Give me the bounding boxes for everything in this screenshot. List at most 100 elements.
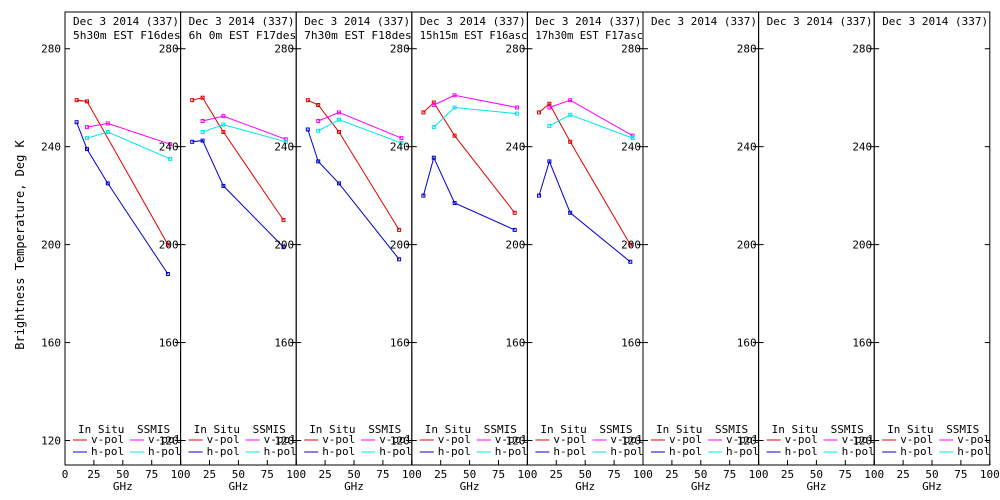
legend-label-insitu_v: v-pol	[785, 433, 818, 446]
data-point	[283, 139, 288, 144]
y-tick-label: 160	[621, 337, 641, 350]
legend-label-insitu_h: h-pol	[900, 445, 933, 458]
x-tick-label: 75	[492, 468, 505, 481]
y-tick-label: 120	[737, 435, 757, 448]
data-point	[200, 138, 205, 143]
x-tick-label: 100	[633, 468, 653, 481]
legend-label-insitu_h: h-pol	[322, 445, 355, 458]
panel-1: Dec 3 2014 (337)5h30m EST F16des 120 160 20…	[41, 11, 191, 493]
data-point	[305, 98, 310, 103]
y-tick-label: 120	[159, 435, 179, 448]
y-tick-label: 200	[621, 239, 641, 252]
data-point	[316, 119, 321, 123]
x-axis-label: GHz	[691, 480, 711, 493]
legend-group-in-situ: In Situ	[194, 423, 240, 436]
y-tick-label: 240	[852, 141, 872, 154]
series-insitu_h	[421, 155, 517, 232]
legend-label-ssmis_h: h-pol	[610, 445, 643, 458]
data-point	[200, 95, 205, 100]
series-line	[317, 119, 402, 144]
legend-label-insitu_h: h-pol	[785, 445, 818, 458]
series-insitu_h	[190, 138, 286, 250]
data-point	[221, 183, 226, 188]
x-tick-label: 50	[810, 468, 823, 481]
x-tick-label: 100	[171, 468, 191, 481]
data-point	[190, 139, 195, 144]
data-point	[85, 136, 89, 141]
data-point	[515, 105, 519, 110]
y-tick-label: 160	[737, 337, 757, 350]
series-line	[202, 124, 286, 143]
data-point	[431, 155, 436, 160]
data-point	[200, 119, 205, 123]
panel-title-date: Dec 3 2014 (337)	[73, 15, 179, 28]
legend-group-in-situ: In Situ	[656, 423, 702, 436]
y-tick-label: 160	[852, 337, 872, 350]
data-point	[316, 159, 321, 164]
x-axis-label: GHz	[922, 480, 942, 493]
legend-label-ssmis_h: h-pol	[264, 445, 297, 458]
series-insitu_v	[74, 98, 170, 247]
panel-title-date: Dec 3 2014 (337)	[767, 15, 873, 28]
x-axis-label: GHz	[344, 480, 364, 493]
data-point	[337, 181, 341, 186]
legend-group-ssmis: SSMIS	[484, 423, 517, 436]
y-tick-label: 240	[621, 141, 641, 154]
data-point	[452, 133, 457, 138]
x-tick-label: 100	[980, 468, 1000, 481]
panel-title-time: 7h30m EST F18des	[304, 29, 412, 42]
data-point	[547, 105, 552, 110]
data-point	[628, 259, 633, 264]
series-ssmis_h	[85, 130, 173, 161]
series-line	[76, 99, 169, 245]
y-tick-label: 280	[41, 43, 61, 56]
legend-label-insitu_h: h-pol	[91, 445, 124, 458]
series-line	[192, 97, 284, 221]
data-point	[74, 98, 79, 103]
panel-8: Dec 3 2014 (337) 120 160 200 240 280 25 50 75 100…	[852, 11, 1000, 493]
data-point	[337, 110, 341, 115]
legend-label-ssmis_v: v-pol	[379, 433, 412, 446]
y-tick-label: 120	[621, 435, 641, 448]
x-tick-label: 25	[896, 468, 909, 481]
series-ssmis_v	[316, 110, 404, 141]
x-tick-label: 25	[318, 468, 331, 481]
legend-group-ssmis: SSMIS	[946, 423, 979, 436]
panel-6: Dec 3 2014 (337) 120 160 200 240 280 25 50 75 100…	[621, 11, 769, 493]
x-tick-label: 50	[347, 468, 360, 481]
y-tick-label: 200	[274, 239, 294, 252]
y-tick-label: 200	[159, 239, 179, 252]
legend-label-ssmis_v: v-pol	[264, 433, 297, 446]
data-point	[537, 110, 541, 115]
legend-label-insitu_v: v-pol	[553, 433, 586, 446]
legend-label-ssmis_h: h-pol	[842, 445, 875, 458]
data-point	[105, 130, 110, 134]
data-point	[85, 147, 89, 152]
series-ssmis_h	[431, 105, 519, 130]
data-point	[190, 98, 195, 103]
data-point	[165, 272, 170, 276]
y-tick-label: 200	[390, 239, 410, 252]
data-point	[547, 159, 552, 164]
panels: Dec 3 2014 (337)5h30m EST F16des12016020…	[41, 11, 1000, 493]
data-point	[281, 218, 286, 223]
x-tick-label: 75	[376, 468, 389, 481]
series-line	[549, 99, 633, 137]
series-ssmis_h	[200, 122, 288, 144]
legend-group-ssmis: SSMIS	[253, 423, 286, 436]
data-point	[568, 139, 573, 144]
x-tick-label: 75	[607, 468, 620, 481]
data-point	[105, 121, 110, 126]
legend-label-ssmis_v: v-pol	[842, 433, 875, 446]
x-tick-label: 50	[232, 468, 245, 481]
data-point	[547, 123, 552, 128]
y-tick-label: 160	[390, 337, 410, 350]
legend-group-ssmis: SSMIS	[368, 423, 401, 436]
data-point	[537, 193, 541, 198]
y-tick-label: 120	[852, 435, 872, 448]
